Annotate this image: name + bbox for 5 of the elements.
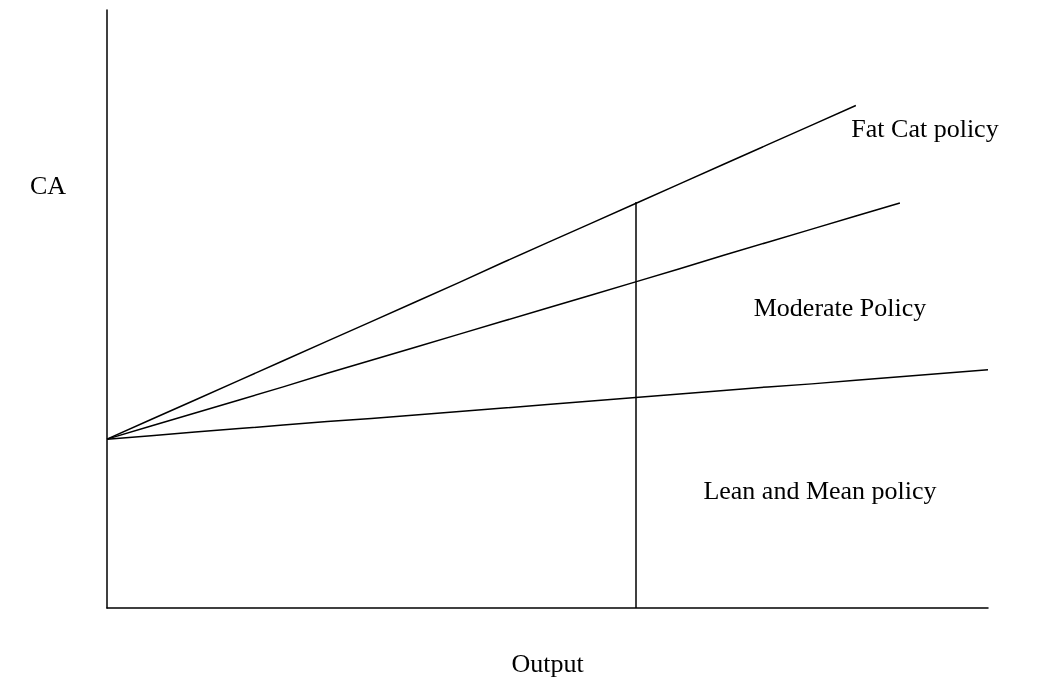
annotation: Lean and Mean policy [703,475,937,505]
x-axis-title: Output [511,648,585,678]
y-axis-title: CA [30,170,67,200]
annotation: Fat Cat policy [851,113,999,143]
annotation: Moderate Policy [753,292,927,322]
